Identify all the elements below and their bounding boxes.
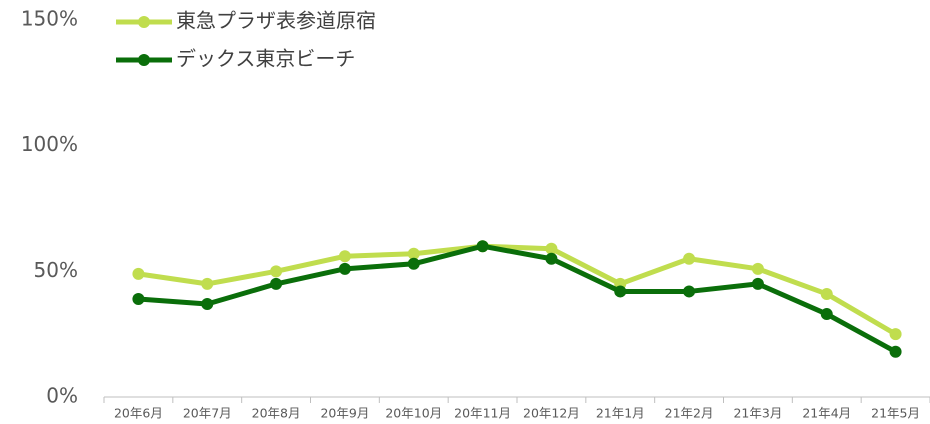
point <box>407 247 420 260</box>
point <box>545 252 558 265</box>
point <box>270 265 283 278</box>
point <box>132 267 145 280</box>
legend-label: 東急プラザ表参道原宿 <box>176 9 376 33</box>
y-tick-label: 150% <box>21 7 78 31</box>
x-tick-label: 20年10月 <box>385 406 442 421</box>
point <box>476 240 489 253</box>
point <box>338 262 351 275</box>
point <box>545 242 558 255</box>
x-tick-label: 20年12月 <box>523 406 580 421</box>
line <box>138 243 897 337</box>
point <box>751 262 764 275</box>
legend-marker <box>138 16 150 28</box>
point <box>270 277 283 290</box>
point <box>407 257 420 270</box>
point <box>751 277 764 290</box>
y-tick-label: 0% <box>46 384 78 408</box>
point <box>338 250 351 263</box>
line <box>138 243 897 354</box>
point <box>201 298 214 311</box>
x-tick-label: 21年4月 <box>802 406 851 421</box>
x-tick-label: 20年9月 <box>320 406 369 421</box>
legend-marker <box>138 54 150 66</box>
point <box>132 292 145 305</box>
x-tick-label: 21年2月 <box>665 406 714 421</box>
point <box>820 287 833 300</box>
point <box>614 285 627 298</box>
x-tick-label: 21年3月 <box>733 406 782 421</box>
x-tick-label: 20年7月 <box>183 406 232 421</box>
point <box>820 308 833 321</box>
x-tick-label: 20年11月 <box>454 406 511 421</box>
legend-label: デックス東京ビーチ <box>176 47 355 71</box>
point <box>889 328 902 341</box>
point <box>889 345 902 358</box>
x-tick-label: 20年8月 <box>252 406 301 421</box>
y-tick-label: 50% <box>34 258 78 282</box>
y-tick-label: 100% <box>21 132 78 156</box>
point <box>683 252 696 265</box>
x-tick-label: 20年6月 <box>114 406 163 421</box>
x-tick-label: 21年5月 <box>871 406 920 421</box>
point <box>201 277 214 290</box>
point <box>683 285 696 298</box>
x-tick-label: 21年1月 <box>596 406 645 421</box>
